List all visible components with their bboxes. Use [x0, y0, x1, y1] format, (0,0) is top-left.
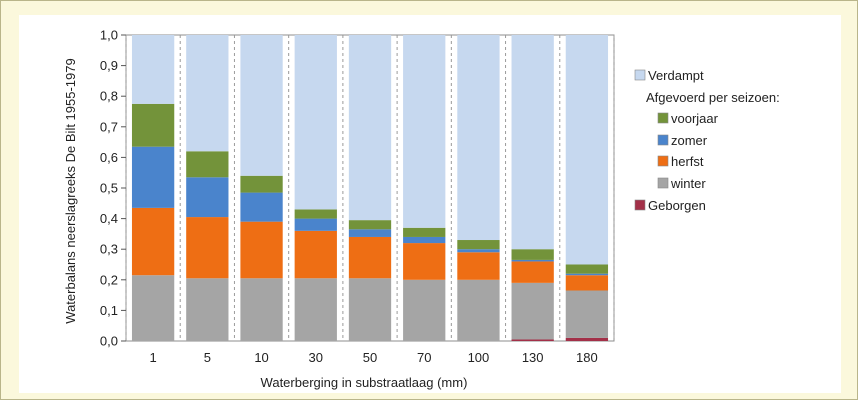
- bar-segment-zomer-70: [403, 236, 446, 244]
- bar-segment-verdampt-130: [511, 35, 554, 250]
- bar-segment-zomer-130: [511, 259, 554, 262]
- bar-segment-herfst-5: [186, 217, 229, 279]
- y-tick-label: 0,4: [100, 211, 118, 226]
- bar-segment-herfst-100: [457, 252, 500, 280]
- bar-segment-zomer-180: [565, 273, 609, 276]
- bar-segment-winter-10: [240, 278, 283, 341]
- legend-heading: Afgevoerd per seizoen:: [646, 90, 780, 105]
- y-tick-label: 0,2: [100, 272, 118, 287]
- bar-segment-winter-30: [294, 278, 337, 341]
- bar-segment-winter-1: [131, 275, 175, 341]
- bar-segment-verdampt-30: [294, 35, 337, 210]
- legend-label-voorjaar: voorjaar: [671, 111, 719, 126]
- bar-segment-zomer-10: [240, 192, 283, 222]
- legend-swatch-verdampt: [634, 69, 646, 81]
- bar-segment-geborgen-130: [511, 339, 554, 341]
- x-tick-label: 130: [522, 350, 544, 365]
- legend-label-zomer: zomer: [671, 133, 708, 148]
- bar-segment-herfst-30: [294, 230, 337, 279]
- bar-segment-zomer-5: [186, 177, 229, 218]
- bar-segment-winter-180: [565, 290, 609, 338]
- x-axis-label: Waterberging in substraatlaag (mm): [261, 375, 468, 390]
- legend-label-verdampt: Verdampt: [648, 68, 704, 83]
- legend-swatch-zomer: [657, 134, 669, 146]
- x-tick-label: 1: [149, 350, 156, 365]
- bar-segment-geborgen-180: [565, 337, 609, 341]
- bar-segment-herfst-1: [131, 207, 175, 276]
- bar-segment-verdampt-10: [240, 35, 283, 176]
- bar-segment-verdampt-1: [131, 35, 175, 104]
- bar-segment-zomer-30: [294, 218, 337, 231]
- bar-segment-winter-100: [457, 279, 500, 341]
- chart-panel: 1 5 10 30 50 70 100 130 180 0,0 0,1 0,2 0,3 0,4 0,5 0,…: [19, 15, 841, 393]
- y-axis-label: Waterbalans neerslagreeks De Bilt 1955-1…: [63, 58, 78, 323]
- bar-segment-verdampt-50: [348, 35, 392, 221]
- y-tick-label: 0,8: [100, 89, 118, 104]
- y-tick-label: 0,0: [100, 334, 118, 349]
- bar-segment-voorjaar-50: [348, 220, 392, 230]
- bar-segment-verdampt-100: [457, 35, 500, 241]
- x-tick-label: 5: [204, 350, 211, 365]
- bar-segment-winter-130: [511, 282, 554, 340]
- y-tick-label: 0,3: [100, 242, 118, 257]
- y-tick-label: 0,7: [100, 119, 118, 134]
- y-tick-label: 0,5: [100, 181, 118, 196]
- legend-swatch-voorjaar: [657, 112, 669, 124]
- bar-segment-verdampt-5: [186, 35, 229, 152]
- bar-segment-voorjaar-70: [403, 227, 446, 237]
- bar-segment-zomer-50: [348, 229, 392, 237]
- bar-segment-voorjaar-1: [131, 103, 175, 147]
- bar-segment-winter-50: [348, 278, 392, 341]
- bar-segment-voorjaar-5: [186, 151, 229, 178]
- bar-segment-voorjaar-100: [457, 240, 500, 250]
- x-tick-label: 50: [363, 350, 377, 365]
- bar-segment-verdampt-70: [403, 35, 446, 228]
- bar-segment-herfst-180: [565, 275, 609, 291]
- legend-swatch-herfst: [657, 155, 669, 167]
- bar-segment-voorjaar-30: [294, 209, 337, 219]
- legend-label-geborgen: Geborgen: [648, 198, 706, 213]
- x-tick-label: 70: [417, 350, 431, 365]
- legend-label-herfst: herfst: [671, 154, 704, 169]
- bar-segment-voorjaar-10: [240, 175, 283, 193]
- x-tick-label: 100: [468, 350, 490, 365]
- stacked-bar-chart: 1 5 10 30 50 70 100 130 180 0,0 0,1 0,2 0,3 0,4 0,5 0,…: [63, 28, 780, 391]
- bar-segment-voorjaar-180: [565, 264, 609, 274]
- x-tick-label: 180: [576, 350, 598, 365]
- x-tick-label: 10: [254, 350, 268, 365]
- x-tick-label: 30: [309, 350, 323, 365]
- bar-segment-winter-70: [403, 279, 446, 341]
- bar-segment-herfst-70: [403, 243, 446, 280]
- bar-segment-herfst-130: [511, 261, 554, 283]
- bar-segment-zomer-100: [457, 249, 500, 253]
- y-tick-label: 1,0: [100, 28, 118, 43]
- legend-label-winter: winter: [670, 176, 706, 191]
- y-tick-label: 0,6: [100, 150, 118, 165]
- bar-segment-herfst-10: [240, 221, 283, 279]
- bar-segment-winter-5: [186, 278, 229, 341]
- bar-segment-zomer-1: [131, 146, 175, 208]
- bar-segment-verdampt-180: [565, 35, 609, 265]
- y-tick-label: 0,9: [100, 58, 118, 73]
- bar-segment-voorjaar-130: [511, 249, 554, 260]
- y-tick-label: 0,1: [100, 303, 118, 318]
- legend-swatch-geborgen: [634, 199, 646, 211]
- bar-segment-herfst-50: [348, 236, 392, 279]
- legend-swatch-winter: [657, 177, 669, 189]
